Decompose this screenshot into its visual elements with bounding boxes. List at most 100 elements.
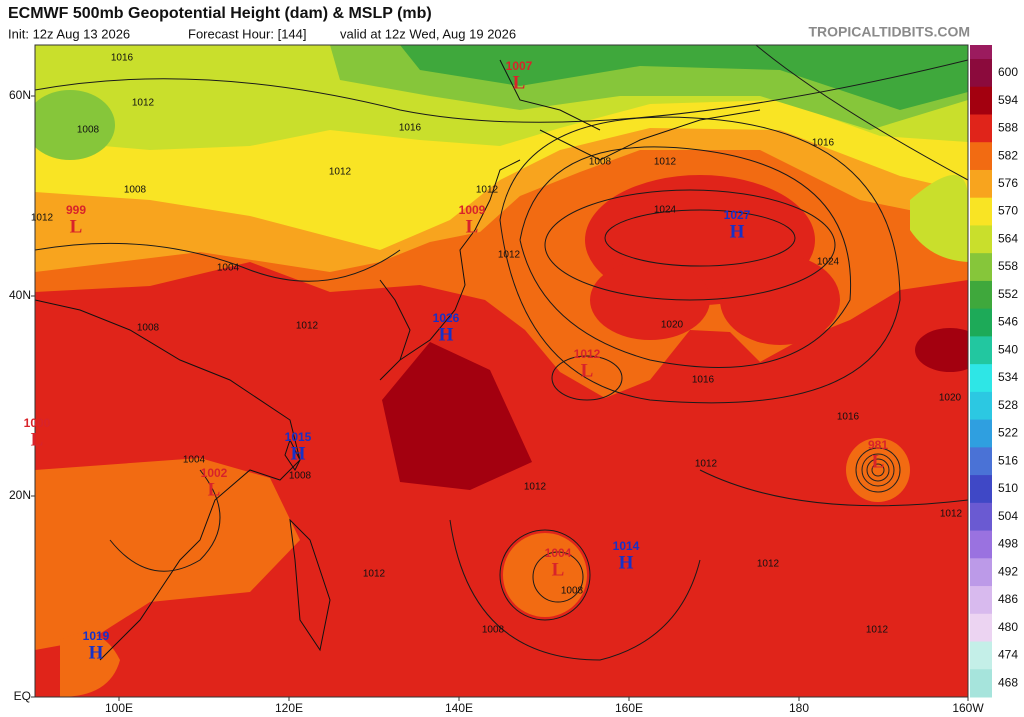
pressure-value: 1026 xyxy=(433,311,460,325)
lon-label: 160E xyxy=(615,701,643,715)
colorbar-swatch xyxy=(970,308,992,337)
pressure-letter: H xyxy=(439,324,454,345)
colorbar-swatch xyxy=(970,336,992,365)
isobar xyxy=(866,458,890,482)
fill-588 xyxy=(590,260,710,340)
isobar-label: 1016 xyxy=(399,123,422,134)
isobar-label: 1012 xyxy=(363,569,386,580)
coastlines xyxy=(35,59,761,661)
isobar-label: 1012 xyxy=(329,167,352,178)
colorbar-swatch xyxy=(970,391,992,421)
colorbar-swatch xyxy=(970,669,992,698)
pressure-letter: H xyxy=(89,642,104,663)
pressure-letter: H xyxy=(730,221,745,242)
colorbar-swatch xyxy=(970,114,992,143)
isobar-label: 1020 xyxy=(661,320,684,331)
pressure-value: 1014 xyxy=(613,539,640,553)
colorbar-swatch xyxy=(970,641,992,670)
colorbar-swatch xyxy=(970,447,992,476)
colorbar-swatch xyxy=(970,86,992,115)
isobar xyxy=(35,242,401,282)
fill-582 xyxy=(35,458,300,650)
pressure-letter: L xyxy=(31,429,44,450)
colorbar-label: 516 xyxy=(998,453,1018,467)
pressure-letter: L xyxy=(513,72,526,93)
isobar-label: 1020 xyxy=(939,393,962,404)
colorbar-swatch xyxy=(970,197,992,226)
isobar-label: 1008 xyxy=(137,323,160,334)
isobar-label: 1012 xyxy=(757,559,780,570)
colorbar-swatch xyxy=(970,558,992,587)
isobar-label: 1012 xyxy=(498,250,521,261)
lat-label: 20N xyxy=(9,488,31,502)
lon-label: 180 xyxy=(789,701,809,715)
colorbar-label: 504 xyxy=(998,509,1018,523)
isobar-label: 1016 xyxy=(812,138,835,149)
isobar-label: 1016 xyxy=(837,412,860,423)
fill-564 xyxy=(910,175,968,262)
pressure-value: 999 xyxy=(66,203,86,217)
fill-582 xyxy=(846,438,910,502)
colorbar-swatch xyxy=(970,280,992,310)
colorbar-label: 588 xyxy=(998,121,1018,135)
colorbar-label: 540 xyxy=(998,342,1018,356)
fill-594 xyxy=(915,328,968,372)
pressure-value: 1027 xyxy=(724,208,751,222)
colorbar-swatch xyxy=(970,475,992,504)
isobar-label: 1012 xyxy=(940,509,963,520)
pressure-letter: L xyxy=(581,360,594,381)
colorbar-label: 600 xyxy=(998,65,1018,79)
coastline xyxy=(379,159,521,381)
brand: TROPICALTIDBITS.COM xyxy=(808,24,970,40)
colorbar-label: 534 xyxy=(998,370,1018,384)
pressure-letter: L xyxy=(872,451,885,472)
colorbar-label: 468 xyxy=(998,675,1018,689)
pressure-letter: L xyxy=(466,216,479,237)
colorbar-label: 486 xyxy=(998,592,1018,606)
colorbar-label: 510 xyxy=(998,481,1018,495)
colorbar-label: 546 xyxy=(998,315,1018,329)
coastline xyxy=(284,438,301,471)
coastline xyxy=(379,279,411,361)
title: ECMWF 500mb Geopotential Height (dam) & … xyxy=(8,5,432,22)
isobar xyxy=(855,447,901,493)
isobar xyxy=(699,469,968,507)
isobar-label: 1012 xyxy=(296,321,319,332)
coastline xyxy=(499,59,601,131)
fill-594 xyxy=(382,342,532,490)
colorbar-label: 576 xyxy=(998,176,1018,190)
init-time: Init: 12z Aug 13 2026 xyxy=(8,26,130,41)
map-frame xyxy=(34,44,969,698)
valid-time: valid at 12z Wed, Aug 19 2026 xyxy=(340,26,516,41)
isobar-label: 1012 xyxy=(476,185,499,196)
lon-label: 140E xyxy=(445,701,473,715)
isobar xyxy=(544,189,836,301)
isobar-label: 1008 xyxy=(561,586,584,597)
isobar xyxy=(532,551,584,603)
lat-label: EQ xyxy=(14,689,31,703)
lon-label: 120E xyxy=(275,701,303,715)
isobar xyxy=(861,453,895,487)
isobar-label: 1008 xyxy=(77,125,100,136)
colorbar-label: 582 xyxy=(998,148,1018,162)
isobar xyxy=(449,519,701,661)
forecast-hour: Forecast Hour: [144] xyxy=(188,26,307,41)
isobar-label: 1012 xyxy=(695,459,718,470)
colorbar-swatch xyxy=(970,169,992,199)
isobar-label: 1004 xyxy=(183,455,206,466)
isobar-label: 1008 xyxy=(124,185,147,196)
isobar-label: 1016 xyxy=(692,375,715,386)
colorbar-label: 480 xyxy=(998,620,1018,634)
pressure-letter: L xyxy=(208,479,221,500)
colorbar-top xyxy=(970,45,992,59)
isobar xyxy=(35,59,968,123)
isobar-label: 1016 xyxy=(111,53,134,64)
isobar-label: 1024 xyxy=(817,257,840,268)
coastline xyxy=(289,518,331,652)
colorbar-swatch xyxy=(970,59,992,88)
pressure-value: 1009 xyxy=(459,203,486,217)
isobar xyxy=(755,45,968,181)
colorbar-label: 558 xyxy=(998,259,1018,273)
